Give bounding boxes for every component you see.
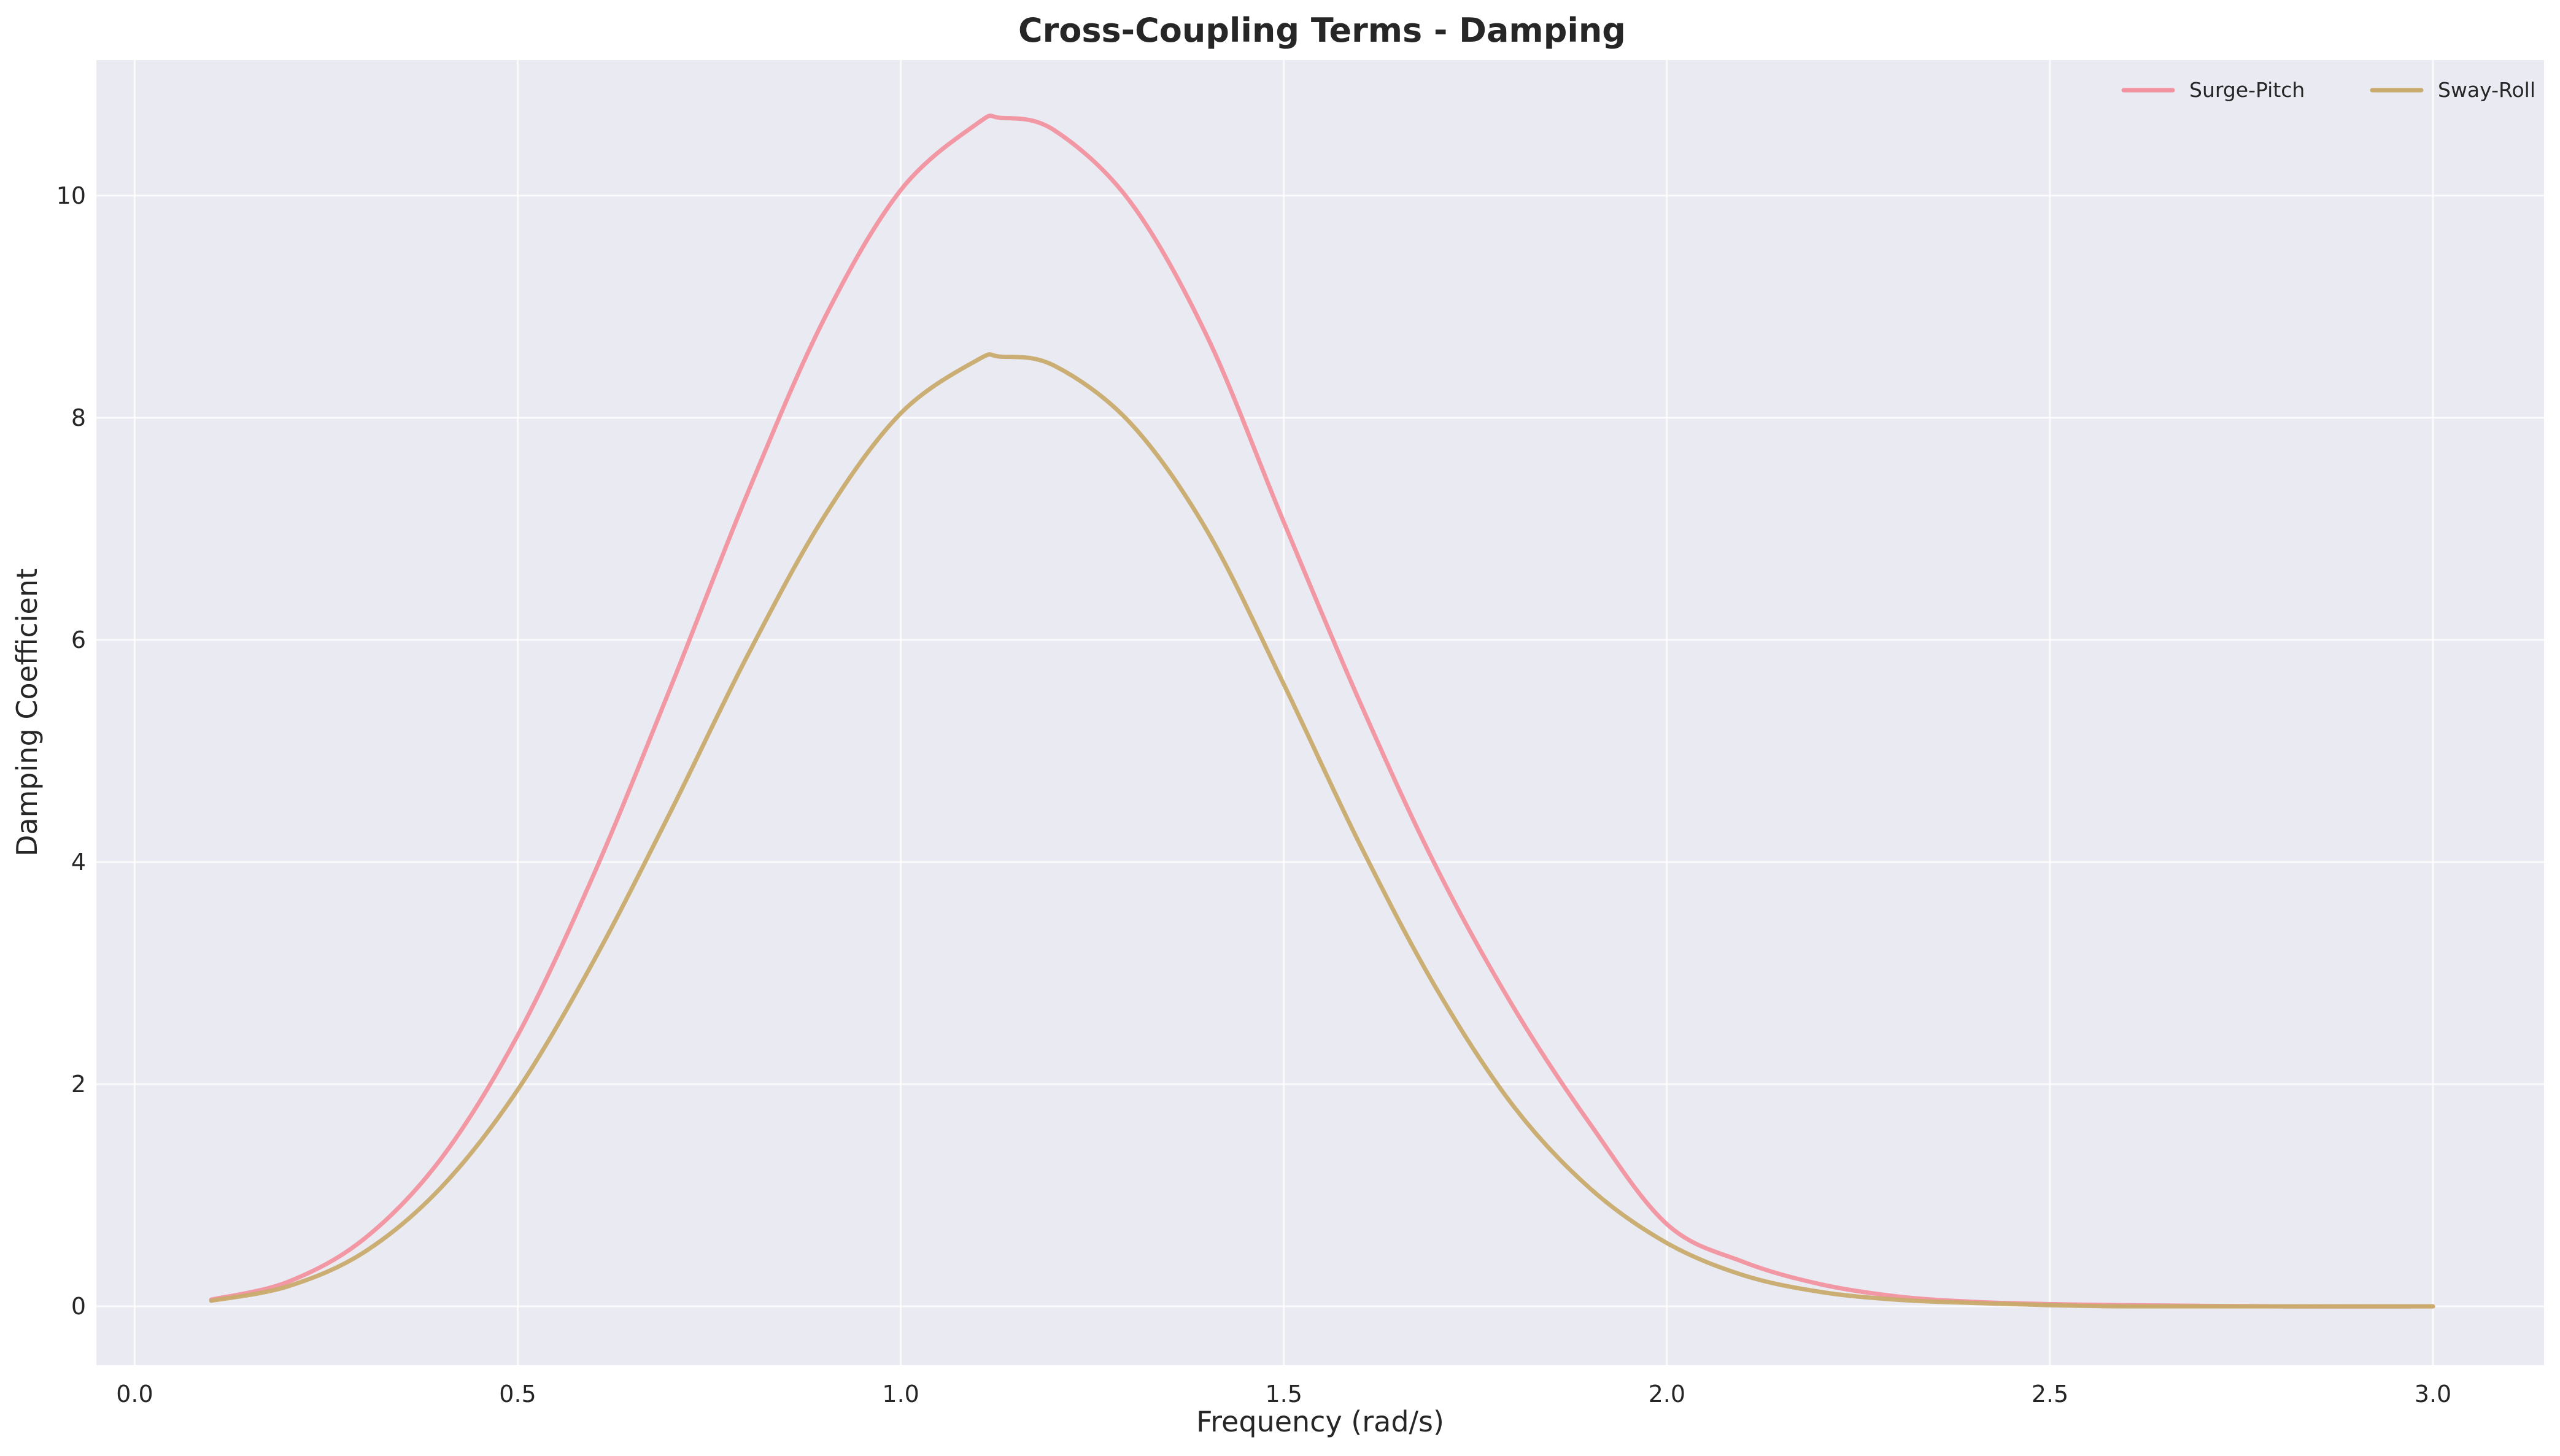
grid — [96, 60, 2544, 1365]
y-tick-label: 6 — [71, 626, 86, 653]
y-tick-label: 8 — [71, 404, 86, 431]
y-tick-label: 2 — [71, 1071, 86, 1098]
series-line-sway-roll — [209, 352, 2435, 1309]
x-tick-label: 0.5 — [499, 1381, 536, 1408]
legend-label-surge-pitch: Surge-Pitch — [2189, 78, 2305, 102]
x-axis-label: Frequency (rad/s) — [1196, 1405, 1444, 1438]
y-tick-label: 0 — [71, 1293, 86, 1320]
x-tick-label: 3.0 — [2415, 1381, 2451, 1408]
y-tick-label: 4 — [71, 849, 86, 876]
x-tick-label: 1.5 — [1265, 1381, 1302, 1408]
plot-area — [96, 60, 2544, 1365]
tick-labels: 0.0 0.5 1.0 1.5 2.0 2.5 3.0 0 2 4 6 8 10 — [56, 182, 2452, 1408]
chart-title: Cross-Coupling Terms - Damping — [1018, 11, 1626, 50]
x-tick-label: 0.0 — [116, 1381, 153, 1408]
y-axis-label: Damping Coefficient — [10, 568, 44, 857]
x-tick-label: 2.5 — [2032, 1381, 2068, 1408]
series-layer — [209, 114, 2435, 1309]
x-tick-label: 2.0 — [1649, 1381, 1685, 1408]
y-tick-label: 10 — [56, 182, 86, 209]
series-line-surge-pitch — [209, 114, 2435, 1309]
legend-label-sway-roll: Sway-Roll — [2438, 78, 2535, 102]
x-tick-label: 1.0 — [882, 1381, 919, 1408]
legend: Surge-Pitch Sway-Roll — [2121, 78, 2535, 102]
